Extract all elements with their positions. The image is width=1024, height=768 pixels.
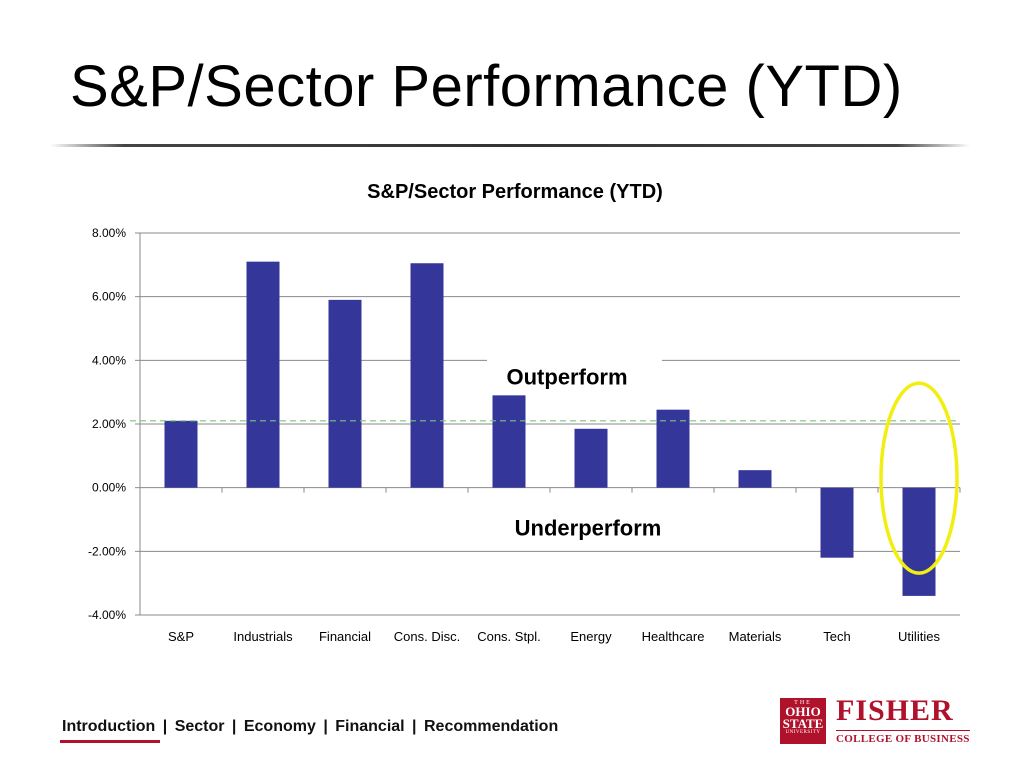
y-tick-label: 6.00% [92,290,126,304]
bar-energy [574,428,608,488]
y-tick-label: 0.00% [92,481,126,495]
nav-separator: | [318,718,333,735]
nav-item-economy[interactable]: Economy [243,718,316,735]
bar-healthcare [656,409,690,488]
nav-item-sector[interactable]: Sector [174,718,225,735]
x-tick-label: S&P [168,629,194,644]
page-title: S&P/Sector Performance (YTD) [70,54,903,119]
bar-cons-stpl- [492,395,526,488]
x-tick-label: Healthcare [642,629,705,644]
nav-item-financial[interactable]: Financial [335,718,405,735]
bar-financial [328,299,362,488]
outperform-label-bg [487,358,662,389]
bar-cons-disc- [410,263,444,488]
nav-item-introduction[interactable]: Introduction [62,718,156,735]
sector-performance-chart: S&P/Sector Performance (YTD) 8.00% 6.00% 4.… [0,160,1024,660]
nav-separator: | [227,718,241,735]
x-tick-label: Materials [729,629,782,644]
bar-utilities [902,487,936,596]
nav-item-recommendation[interactable]: Recommendation [423,718,559,735]
x-tick-label: Cons. Stpl. [477,629,541,644]
y-tick-label: -4.00% [88,608,126,622]
brand-subtitle: COLLEGE OF BUSINESS [836,730,970,745]
section-navigation: Introduction | Sector | Economy | Financ… [62,718,558,736]
fisher-logo: THE OHIO STATE UNIVERSITY FISHER COLLEGE… [780,696,980,748]
chart-svg: S&P/Sector Performance (YTD) 8.00% 6.00% 4.… [88,181,961,644]
nav-active-indicator [60,740,160,743]
bar-s-p [164,420,198,488]
outperform-label: Outperform [507,364,628,389]
x-tick-label: Industrials [233,629,293,644]
x-tick-label: Financial [319,629,371,644]
nav-separator: | [158,718,172,735]
y-tick-label: 4.00% [92,353,126,367]
y-tick-label: -2.00% [88,544,126,558]
bar-materials [738,470,772,488]
title-divider [50,144,970,147]
bar-tech [820,487,854,558]
x-tick-label: Utilities [898,629,940,644]
x-tick-label: Cons. Disc. [394,629,460,644]
ohio-state-seal: THE OHIO STATE UNIVERSITY [780,698,826,744]
nav-separator: | [407,718,421,735]
x-tick-label: Energy [570,629,612,644]
underperform-label: Underperform [515,516,662,541]
chart-title: S&P/Sector Performance (YTD) [367,181,663,203]
y-tick-label: 2.00% [92,417,126,431]
y-tick-label: 8.00% [92,226,126,240]
brand-wordmark: FISHER COLLEGE OF BUSINESS [836,696,970,745]
x-tick-label: Tech [823,629,850,644]
bar-industrials [246,261,280,488]
brand-name: FISHER [836,694,954,727]
utilities-highlight-ellipse [879,381,959,575]
